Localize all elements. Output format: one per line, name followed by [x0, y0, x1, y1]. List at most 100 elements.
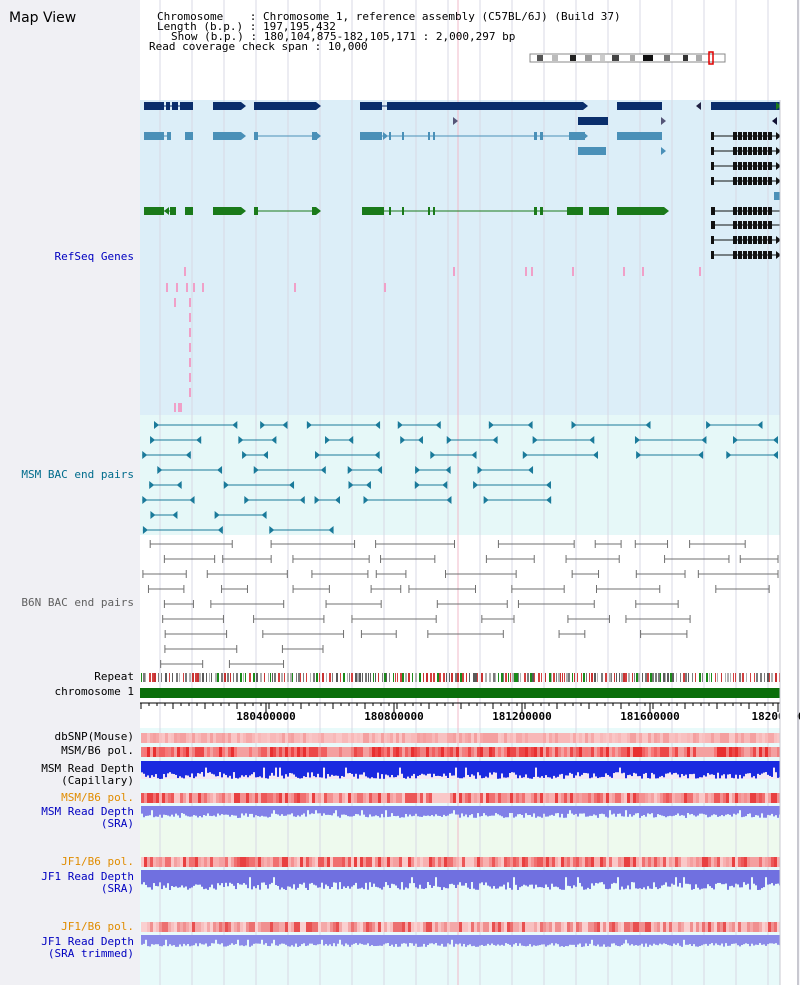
- msm-sra-depth-bar: [423, 806, 425, 816]
- gene-exon[interactable]: [534, 132, 537, 140]
- msm-b6-pol-cell: [429, 747, 432, 757]
- gene-exon[interactable]: [433, 207, 435, 215]
- track-label-chromosome[interactable]: chromosome 1: [54, 685, 134, 698]
- track-label-msm-bac[interactable]: MSM BAC end pairs: [21, 468, 134, 481]
- jf1-trimmed-depth-bar: [627, 935, 629, 944]
- gene-exon[interactable]: [402, 207, 404, 215]
- jf1-b6-pol-cell: [231, 922, 234, 932]
- gene-exon[interactable]: [617, 132, 662, 140]
- msm-sra-depth-bar: [541, 806, 543, 818]
- msm-capillary-depth-bar: [527, 761, 529, 778]
- msm-capillary-depth-bar: [295, 761, 297, 777]
- track-label-msm-b6-pol-2[interactable]: MSM/B6 pol.: [61, 791, 134, 804]
- gene-exon[interactable]: [360, 102, 382, 110]
- msm-sra-depth-bar: [323, 806, 325, 814]
- gene-exon[interactable]: [540, 207, 543, 215]
- gene-exon[interactable]: [185, 132, 193, 140]
- track-label-msm-b6-pol[interactable]: MSM/B6 pol.: [61, 744, 134, 757]
- gene-exon[interactable]: [167, 132, 171, 140]
- msm-capillary-depth-bar: [487, 761, 489, 778]
- gene-exon: [733, 132, 737, 140]
- msm-sra-depth-bar: [239, 806, 241, 818]
- gene-exon[interactable]: [711, 102, 781, 110]
- gene-exon[interactable]: [213, 102, 241, 110]
- gene-exon[interactable]: [254, 102, 316, 110]
- dbsnp-heat-cell: [384, 733, 387, 743]
- msm-sra-depth-bar: [595, 806, 597, 816]
- ideogram-band: [630, 55, 635, 61]
- track-label-jf1-b6-pol[interactable]: JF1/B6 pol.: [61, 855, 134, 868]
- gene-exon[interactable]: [144, 207, 164, 215]
- gene-exon[interactable]: [254, 132, 258, 140]
- gene-exon[interactable]: [254, 207, 258, 215]
- gene-exon[interactable]: [172, 102, 178, 110]
- gene-exon[interactable]: [578, 147, 606, 155]
- track-label-b6n-bac[interactable]: B6N BAC end pairs: [21, 596, 134, 609]
- gene-exon[interactable]: [617, 207, 664, 215]
- gene-exon[interactable]: [312, 132, 317, 140]
- gene-exon[interactable]: [213, 207, 241, 215]
- jf1-b6-pol-cell: [477, 857, 480, 867]
- jf1-sra-depth-bar: [495, 870, 497, 889]
- repeat-element: [300, 673, 301, 682]
- jf1-trimmed-depth-bar: [391, 935, 393, 945]
- bac-end-marker: [417, 436, 423, 444]
- jf1-sra-depth-bar: [369, 870, 371, 883]
- gene-exon[interactable]: [569, 132, 585, 140]
- gene-exon[interactable]: [213, 132, 241, 140]
- bac-end-marker: [189, 496, 195, 504]
- jf1-sra-depth-bar: [377, 870, 379, 888]
- msm-b6-pol-cell: [438, 747, 441, 757]
- jf1-sra-depth-bar: [573, 870, 575, 886]
- gene-exon[interactable]: [312, 207, 316, 215]
- msm-b6-pol-cell: [348, 793, 351, 803]
- gene-exon[interactable]: [540, 132, 543, 140]
- jf1-trimmed-depth-bar: [297, 935, 299, 947]
- track-label-repeat[interactable]: Repeat: [94, 670, 134, 683]
- msm-b6-pol-cell: [729, 747, 732, 757]
- gene-exon[interactable]: [428, 207, 430, 215]
- track-label-dbsnp[interactable]: dbSNP(Mouse): [54, 730, 134, 743]
- gene-exon[interactable]: [166, 102, 170, 110]
- gene-exon[interactable]: [185, 207, 193, 215]
- gene-exon[interactable]: [362, 207, 384, 215]
- dbsnp-heat-cell: [651, 733, 654, 743]
- track-label-jf1-depth-trimmed[interactable]: JF1 Read Depth: [41, 935, 134, 948]
- gene-exon[interactable]: [389, 132, 391, 140]
- gene-exon[interactable]: [428, 132, 430, 140]
- gene-exon[interactable]: [180, 102, 193, 110]
- gene-exon[interactable]: [534, 207, 537, 215]
- track-label-refseq[interactable]: RefSeq Genes: [54, 250, 134, 263]
- jf1-trimmed-depth-bar: [243, 935, 245, 947]
- msm-capillary-depth-bar: [761, 761, 763, 774]
- gene-exon[interactable]: [402, 132, 404, 140]
- gene-exon[interactable]: [389, 207, 391, 215]
- gene-exon[interactable]: [433, 132, 435, 140]
- gene-exon[interactable]: [387, 102, 583, 110]
- track-label-msm-depth-sra[interactable]: MSM Read Depth: [41, 805, 134, 818]
- track-label-jf1-b6-pol-2[interactable]: JF1/B6 pol.: [61, 920, 134, 933]
- gene-exon[interactable]: [144, 102, 164, 110]
- chromosome-bar[interactable]: [140, 688, 780, 698]
- gene-exon[interactable]: [170, 207, 176, 215]
- track-label-msm-depth-capillary[interactable]: MSM Read Depth: [41, 762, 134, 775]
- gene-exon[interactable]: [578, 117, 608, 125]
- repeat-element: [619, 673, 620, 682]
- gene-exon[interactable]: [144, 132, 164, 140]
- msm-b6-pol-cell: [771, 747, 774, 757]
- msm-sra-depth-bar: [661, 806, 663, 816]
- jf1-trimmed-depth-bar: [489, 935, 491, 946]
- jf1-trimmed-depth-bar: [497, 935, 499, 945]
- track-label-jf1-depth-sra[interactable]: JF1 Read Depth: [41, 870, 134, 883]
- gene-exon[interactable]: [360, 132, 382, 140]
- msm-capillary-depth-bar: [167, 761, 169, 774]
- bac-end-marker: [471, 451, 477, 459]
- gene-exon[interactable]: [567, 207, 583, 215]
- msm-capillary-depth-bar: [599, 761, 601, 778]
- msm-capillary-depth-bar: [279, 761, 281, 768]
- gene-exon[interactable]: [617, 102, 662, 110]
- gene-exon[interactable]: [589, 207, 609, 215]
- ideogram-body[interactable]: [529, 53, 726, 63]
- jf1-sra-depth-bar: [427, 870, 429, 883]
